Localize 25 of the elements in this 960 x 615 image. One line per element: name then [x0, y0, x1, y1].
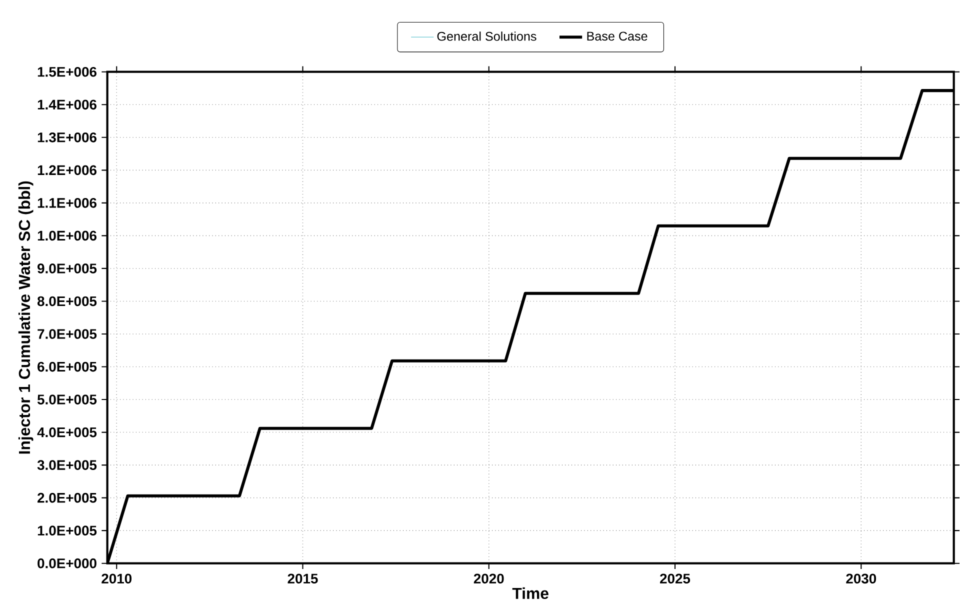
y-axis-title: Injector 1 Cumulative Water SC (bbl)	[18, 181, 34, 454]
y-tick-label: 1.4E+006	[38, 100, 96, 110]
y-tick-label: 4.0E+005	[37, 427, 97, 438]
y-tick-label: 1.1E+006	[38, 198, 96, 208]
x-tick-label: 2020	[474, 574, 504, 584]
x-tick-label: 2025	[660, 574, 690, 584]
y-tick-label: 5.0E+005	[37, 394, 97, 404]
y-tick-label: 1.3E+006	[38, 132, 96, 142]
y-tick-label: 8.0E+005	[37, 296, 97, 306]
y-tick-label: 1.0E+006	[38, 230, 96, 241]
legend-label: Base Case	[587, 32, 648, 41]
y-tick-label: 6.0E+005	[38, 362, 97, 372]
y-tick-label: 2.0E+005	[38, 492, 97, 503]
legend-label: General Solutions	[437, 32, 536, 41]
y-tick-label: 1.5E+006	[38, 66, 96, 77]
y-tick-label: 9.0E+005	[38, 264, 97, 274]
x-axis-title: Time	[512, 587, 548, 600]
y-tick-label: 7.0E+005	[38, 329, 97, 339]
y-tick-label: 1.0E+005	[38, 526, 97, 536]
x-tick-label: 2015	[288, 574, 318, 584]
y-tick-label: 0.0E+000	[38, 558, 96, 568]
y-tick-label: 1.2E+006	[38, 165, 96, 176]
y-tick-label: 3.0E+005	[37, 460, 97, 470]
x-tick-label: 2010	[102, 574, 132, 584]
x-tick-label: 2030	[846, 574, 876, 584]
